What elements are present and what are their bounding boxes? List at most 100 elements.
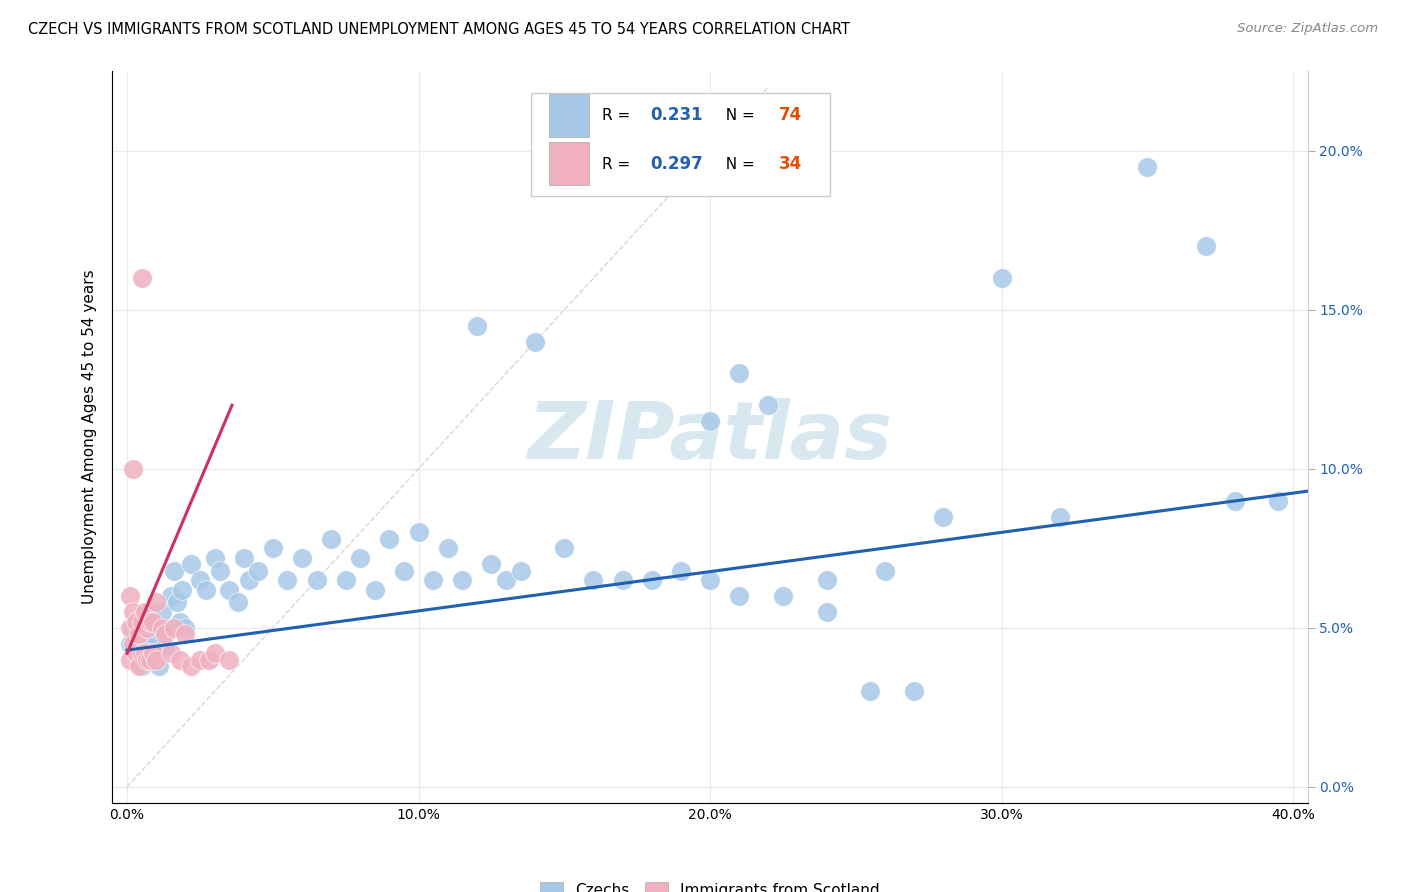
Point	[136, 653, 159, 667]
Point	[699, 573, 721, 587]
Point	[226, 595, 249, 609]
Point	[669, 564, 692, 578]
Point	[873, 564, 896, 578]
Point	[247, 564, 270, 578]
Point	[174, 621, 197, 635]
Point	[422, 573, 444, 587]
Point	[169, 615, 191, 629]
Point	[756, 398, 779, 412]
Point	[232, 550, 254, 565]
Point	[815, 605, 838, 619]
Point	[128, 646, 150, 660]
Point	[990, 271, 1012, 285]
Point	[122, 462, 145, 476]
Text: N =: N =	[716, 108, 759, 123]
Point	[335, 573, 357, 587]
Point	[204, 646, 226, 660]
Point	[145, 595, 167, 609]
Text: R =: R =	[602, 157, 636, 172]
Point	[1223, 493, 1246, 508]
Point	[139, 605, 162, 619]
Point	[172, 582, 194, 597]
FancyBboxPatch shape	[531, 94, 830, 195]
Point	[122, 637, 145, 651]
Point	[188, 573, 211, 587]
Point	[159, 646, 181, 660]
Point	[118, 589, 141, 603]
Text: R =: R =	[602, 108, 636, 123]
Point	[451, 573, 474, 587]
FancyBboxPatch shape	[548, 142, 589, 185]
Point	[145, 653, 167, 667]
Point	[553, 541, 575, 556]
Point	[134, 640, 156, 654]
Point	[125, 627, 148, 641]
Point	[436, 541, 458, 556]
Point	[131, 646, 153, 660]
Point	[1049, 509, 1071, 524]
Text: 74: 74	[779, 106, 803, 124]
Point	[772, 589, 794, 603]
Point	[166, 595, 188, 609]
Text: 34: 34	[779, 155, 803, 173]
Point	[903, 684, 925, 698]
Point	[859, 684, 882, 698]
Point	[145, 621, 167, 635]
Point	[125, 615, 148, 629]
Point	[122, 621, 145, 635]
Point	[163, 621, 186, 635]
Point	[142, 646, 165, 660]
Point	[188, 653, 211, 667]
Point	[159, 589, 181, 603]
Point	[641, 573, 664, 587]
Point	[122, 605, 145, 619]
Point	[1136, 160, 1159, 174]
Point	[305, 573, 328, 587]
Point	[218, 582, 240, 597]
Point	[728, 367, 751, 381]
Point	[194, 582, 217, 597]
Point	[150, 621, 173, 635]
Legend: Czechs, Immigrants from Scotland: Czechs, Immigrants from Scotland	[534, 876, 886, 892]
Point	[131, 615, 153, 629]
Point	[139, 633, 162, 648]
Point	[465, 318, 488, 333]
Point	[699, 414, 721, 428]
Point	[197, 653, 219, 667]
Point	[163, 564, 186, 578]
Point	[128, 659, 150, 673]
Text: CZECH VS IMMIGRANTS FROM SCOTLAND UNEMPLOYMENT AMONG AGES 45 TO 54 YEARS CORRELA: CZECH VS IMMIGRANTS FROM SCOTLAND UNEMPL…	[28, 22, 851, 37]
Text: ZIPatlas: ZIPatlas	[527, 398, 893, 476]
Point	[349, 550, 371, 565]
Text: N =: N =	[716, 157, 759, 172]
Point	[932, 509, 955, 524]
Point	[145, 646, 167, 660]
Point	[118, 653, 141, 667]
Point	[481, 558, 503, 572]
Point	[136, 621, 159, 635]
Point	[364, 582, 387, 597]
Point	[139, 653, 162, 667]
Point	[319, 532, 342, 546]
Point	[524, 334, 547, 349]
Point	[276, 573, 298, 587]
Point	[204, 550, 226, 565]
Point	[509, 564, 531, 578]
Point	[131, 271, 153, 285]
Point	[136, 653, 159, 667]
Text: 0.231: 0.231	[650, 106, 703, 124]
FancyBboxPatch shape	[548, 94, 589, 137]
Point	[131, 615, 153, 629]
Point	[118, 621, 141, 635]
Point	[238, 573, 260, 587]
Point	[728, 589, 751, 603]
Point	[118, 637, 141, 651]
Point	[408, 525, 430, 540]
Point	[291, 550, 314, 565]
Point	[582, 573, 605, 587]
Text: Source: ZipAtlas.com: Source: ZipAtlas.com	[1237, 22, 1378, 36]
Point	[128, 627, 150, 641]
Point	[1267, 493, 1289, 508]
Point	[612, 573, 634, 587]
Point	[209, 564, 232, 578]
